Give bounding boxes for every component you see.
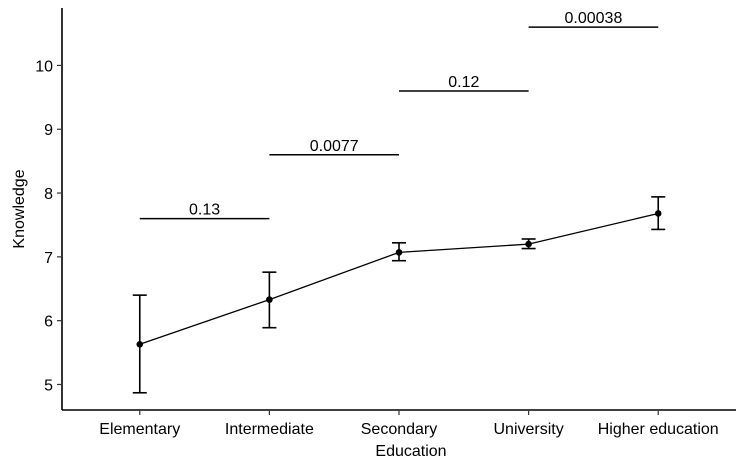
x-axis-title: Education <box>375 443 446 460</box>
data-point <box>266 296 273 303</box>
data-point <box>525 240 532 248</box>
y-tick-label: 5 <box>44 377 53 394</box>
comparison-p-value: 0.12 <box>448 74 479 91</box>
data-point <box>136 340 144 348</box>
comparison-p-value: 0.00038 <box>565 10 623 27</box>
data-point <box>654 210 662 217</box>
y-tick-label: 9 <box>44 122 53 139</box>
y-tick-label: 8 <box>44 186 53 203</box>
x-tick-label: Secondary <box>361 421 438 438</box>
x-tick-label: Elementary <box>99 421 180 438</box>
comparison-p-value: 0.13 <box>189 202 220 219</box>
x-tick-label: Intermediate <box>225 421 314 438</box>
y-tick-label: 10 <box>35 58 53 75</box>
x-tick-label: Higher education <box>598 421 719 438</box>
x-tick-label: University <box>493 421 563 438</box>
y-axis-title: Knowledge <box>11 169 28 248</box>
comparison-p-value: 0.0077 <box>310 138 359 155</box>
y-ticks: 5 6 7 8 9 10 <box>35 58 62 394</box>
plot-area: 0.13 0.0077 0.12 0.00038 <box>132 10 666 394</box>
series-line <box>139 212 659 345</box>
data-point <box>395 249 403 256</box>
y-tick-label: 7 <box>44 250 53 267</box>
x-ticks: Elementary Intermediate Secondary Universit… <box>99 410 719 438</box>
y-tick-label: 6 <box>44 314 53 331</box>
